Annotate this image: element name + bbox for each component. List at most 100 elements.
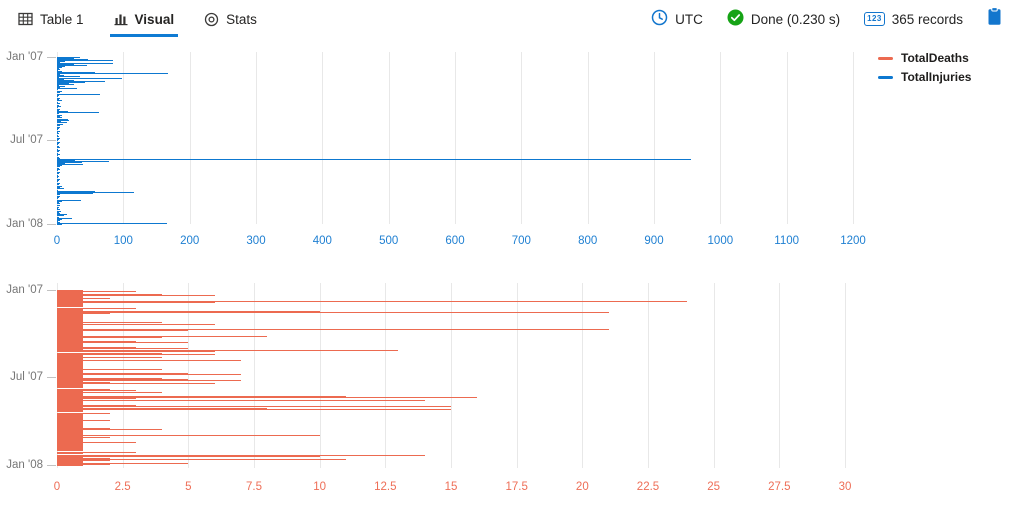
data-bar (57, 330, 110, 331)
gridline (845, 283, 846, 468)
tab-visual[interactable]: Visual (109, 0, 178, 38)
x-tick-label: 1200 (840, 235, 866, 247)
legend-item-totaldeaths[interactable]: TotalDeaths (878, 51, 971, 65)
timezone-label: UTC (675, 11, 703, 27)
tab-stats[interactable]: Stats (202, 0, 259, 38)
legend-label: TotalDeaths (901, 51, 969, 65)
x-tick-label: 1000 (707, 235, 734, 247)
data-bar (57, 438, 84, 439)
data-bar (57, 463, 110, 464)
data-bar (57, 315, 84, 316)
data-bar (57, 385, 84, 386)
data-bar (57, 430, 84, 431)
data-bar (57, 308, 136, 309)
visual-pane: 0 100 200 300 400 500 600 700 800 900 1000 1100 1200… (0, 38, 1016, 508)
data-bar (57, 401, 84, 402)
x-tick-label: 22.5 (636, 481, 660, 493)
data-bar (57, 296, 84, 297)
data-bar (57, 393, 84, 394)
data-bar (57, 359, 84, 360)
data-bar (57, 372, 84, 373)
data-bar (57, 442, 136, 443)
data-bar (57, 384, 84, 385)
data-bar (57, 465, 84, 466)
data-bar (57, 325, 84, 326)
data-bar (57, 421, 84, 422)
data-bar (57, 358, 84, 359)
data-bar (57, 345, 84, 346)
y-tick-mark (47, 376, 56, 378)
data-bar (57, 354, 215, 355)
data-bar (57, 411, 84, 412)
tab-bar: Table 1 Visual Stats (0, 0, 285, 38)
gridline (123, 52, 125, 224)
data-bar (57, 297, 84, 298)
timezone-selector[interactable]: UTC (651, 9, 703, 29)
gridline (57, 283, 58, 468)
gridline (648, 283, 649, 468)
data-bar (57, 340, 84, 341)
data-bar (57, 413, 84, 414)
data-bar (57, 433, 84, 434)
data-bar (57, 310, 84, 311)
data-bar (57, 381, 84, 382)
data-bar (57, 368, 84, 369)
gridline (254, 283, 255, 468)
data-bar (57, 306, 84, 307)
data-bar (57, 387, 84, 388)
data-bar (57, 461, 84, 462)
data-bar (57, 437, 110, 438)
data-bar (57, 303, 84, 304)
data-bar (57, 453, 84, 454)
data-bar (57, 301, 163, 302)
data-bar (57, 298, 110, 299)
data-bar (57, 328, 84, 329)
data-bar (57, 309, 84, 310)
data-bar (57, 420, 110, 421)
data-bar (57, 373, 110, 374)
data-bar (57, 354, 84, 355)
x-tick-label: 500 (379, 235, 399, 247)
x-tick-label: 900 (644, 235, 664, 247)
data-bar (57, 395, 84, 396)
y-tick-label: Jan '08 (6, 459, 43, 471)
y-tick-mark (47, 465, 56, 466)
gridline (587, 52, 589, 224)
gridline (388, 52, 390, 224)
copy-results-button[interactable] (987, 7, 1002, 31)
data-bar (57, 415, 84, 416)
toolbar: Table 1 Visual Stats UTC Done (0.230 s (0, 0, 1016, 38)
total-deaths-chart[interactable]: 0 2.5 5 7.5 10 12.5 15 17.5 20 22.5 25 27.5 30 Jan '0… (0, 38, 1016, 508)
data-bar (57, 406, 136, 407)
data-bar (57, 353, 163, 354)
data-bar (57, 459, 136, 460)
gridline (786, 52, 788, 224)
data-bar (57, 360, 84, 361)
x-tick-label: 800 (578, 235, 598, 247)
data-bar (57, 414, 84, 415)
gridline (122, 283, 124, 468)
x-tick-label: 400 (312, 235, 332, 247)
data-bar (57, 458, 110, 459)
gridline (713, 283, 715, 468)
data-bar (57, 346, 84, 347)
status-bar: UTC Done (0.230 s) 123 365 records (651, 0, 1016, 38)
data-bar (57, 425, 84, 426)
legend-item-totalinjuries[interactable]: TotalInjuries (878, 70, 971, 84)
data-bar (57, 350, 399, 351)
x-tick-label: 25 (707, 481, 721, 493)
tab-table-1[interactable]: Table 1 (16, 0, 86, 38)
data-bar (57, 292, 84, 293)
data-bar (57, 426, 84, 427)
data-bar (57, 312, 399, 313)
data-bar (57, 341, 136, 342)
record-count-label: 365 records (891, 11, 963, 27)
data-bar (57, 405, 136, 406)
success-check-icon (727, 9, 744, 29)
data-bar (57, 374, 110, 375)
data-bar (57, 319, 84, 320)
data-bar (57, 377, 84, 378)
data-bar (57, 351, 84, 352)
x-tick-label: 12.5 (374, 481, 397, 493)
data-bar (57, 312, 609, 313)
